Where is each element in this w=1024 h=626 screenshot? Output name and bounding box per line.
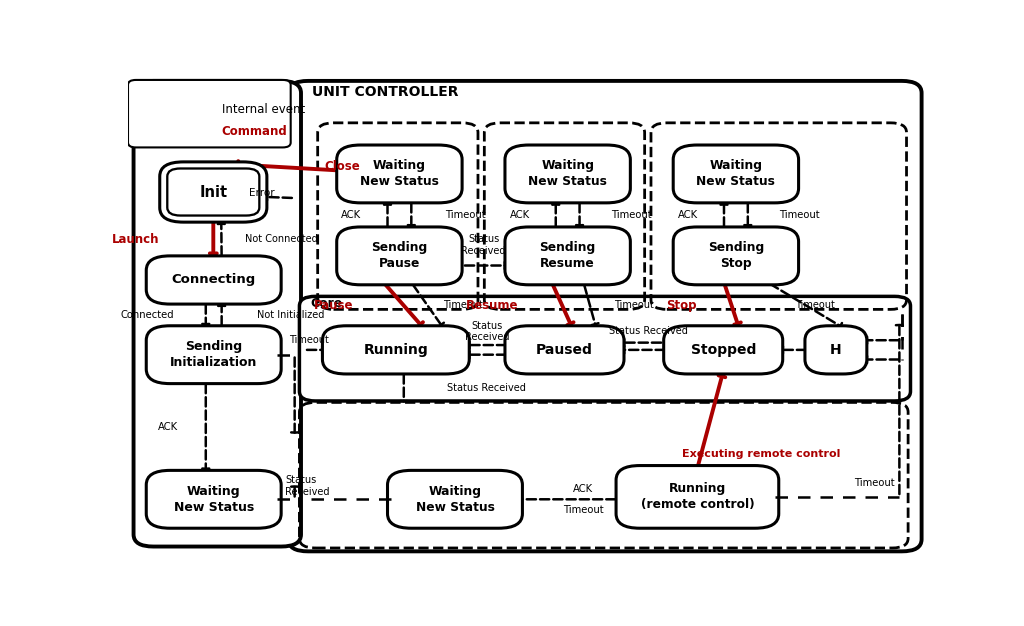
Text: Waiting
New Status: Waiting New Status <box>696 160 775 188</box>
FancyBboxPatch shape <box>505 145 631 203</box>
Text: Timeout: Timeout <box>854 478 894 488</box>
FancyBboxPatch shape <box>289 81 922 552</box>
Text: Not Connected: Not Connected <box>246 234 318 244</box>
Text: Core: Core <box>310 297 343 310</box>
FancyBboxPatch shape <box>323 326 469 374</box>
Text: Launch: Launch <box>113 232 160 245</box>
Text: ACK: ACK <box>678 210 697 220</box>
FancyBboxPatch shape <box>673 227 799 285</box>
FancyBboxPatch shape <box>133 81 301 546</box>
Text: ACK: ACK <box>158 422 178 432</box>
Text: Running: Running <box>364 343 428 357</box>
Text: Status Received: Status Received <box>609 326 688 336</box>
Text: Sending
Initialization: Sending Initialization <box>170 340 257 369</box>
FancyBboxPatch shape <box>337 227 462 285</box>
Text: Timeout: Timeout <box>289 336 329 345</box>
FancyBboxPatch shape <box>146 256 282 304</box>
Text: Connected: Connected <box>121 310 174 320</box>
FancyBboxPatch shape <box>128 80 291 148</box>
Text: Running
(remote control): Running (remote control) <box>641 483 755 511</box>
Text: Not Initialized: Not Initialized <box>257 310 325 320</box>
Text: Timeout: Timeout <box>613 300 653 310</box>
Text: Close: Close <box>325 160 360 173</box>
Text: Status
Received: Status Received <box>461 235 506 256</box>
Text: Paused: Paused <box>536 343 593 357</box>
Text: Timeout: Timeout <box>443 300 483 310</box>
FancyBboxPatch shape <box>505 326 624 374</box>
Text: Init: Init <box>200 185 227 200</box>
Text: ACK: ACK <box>341 210 361 220</box>
Text: Executing remote control: Executing remote control <box>682 449 840 459</box>
Text: Status
Received: Status Received <box>285 475 330 496</box>
Text: Sending
Stop: Sending Stop <box>708 242 764 270</box>
FancyBboxPatch shape <box>299 296 910 401</box>
Text: H: H <box>830 343 842 357</box>
Text: Stopped: Stopped <box>690 343 756 357</box>
FancyBboxPatch shape <box>387 470 522 528</box>
FancyBboxPatch shape <box>805 326 867 374</box>
Text: Command: Command <box>221 125 288 138</box>
Text: UNIT CONTROLLER: UNIT CONTROLLER <box>312 85 459 99</box>
Text: Status
Received: Status Received <box>465 321 509 342</box>
FancyBboxPatch shape <box>505 227 631 285</box>
Text: Timeout: Timeout <box>779 210 820 220</box>
Text: Waiting
New Status: Waiting New Status <box>360 160 439 188</box>
Text: Resume: Resume <box>466 299 518 312</box>
Text: Timeout: Timeout <box>796 300 836 310</box>
FancyBboxPatch shape <box>664 326 782 374</box>
FancyBboxPatch shape <box>146 326 282 384</box>
Text: ACK: ACK <box>509 210 529 220</box>
Text: Sending
Pause: Sending Pause <box>372 242 428 270</box>
Text: ACK: ACK <box>573 484 593 494</box>
Text: Timeout: Timeout <box>611 210 652 220</box>
Text: Stop: Stop <box>666 299 696 312</box>
Text: Timeout: Timeout <box>445 210 486 220</box>
Text: Sending
Resume: Sending Resume <box>540 242 596 270</box>
Text: Waiting
New Status: Waiting New Status <box>174 485 254 514</box>
Text: Connecting: Connecting <box>172 274 256 287</box>
FancyBboxPatch shape <box>616 466 779 528</box>
Text: Status Received: Status Received <box>447 384 526 393</box>
Text: Timeout: Timeout <box>563 505 603 515</box>
Text: Internal event: Internal event <box>221 103 305 116</box>
FancyBboxPatch shape <box>167 168 259 215</box>
Text: Pause: Pause <box>314 299 353 312</box>
FancyBboxPatch shape <box>146 470 282 528</box>
Text: Waiting
New Status: Waiting New Status <box>528 160 607 188</box>
FancyBboxPatch shape <box>160 162 267 222</box>
Text: Error: Error <box>249 188 274 198</box>
FancyBboxPatch shape <box>673 145 799 203</box>
Text: Waiting
New Status: Waiting New Status <box>416 485 495 514</box>
FancyBboxPatch shape <box>337 145 462 203</box>
